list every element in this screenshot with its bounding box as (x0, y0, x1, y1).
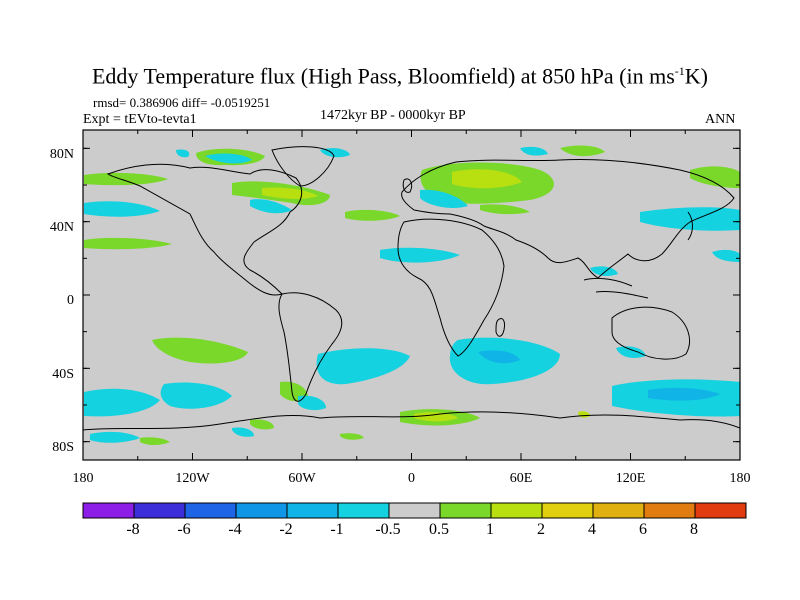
period-label: 1472kyr BP - 0000kyr BP (320, 108, 466, 123)
colorbar-swatch (439, 502, 492, 519)
x-tick-label: 60E (510, 471, 533, 486)
anomaly-region (640, 207, 740, 231)
anomaly-region (316, 348, 410, 385)
anomaly-region (84, 172, 168, 186)
anomaly-region (205, 153, 252, 164)
coastline-madagascar (495, 317, 505, 337)
colorbar-swatch (643, 502, 696, 519)
x-tick-label: 180 (730, 471, 751, 486)
colorbar-swatch (388, 502, 441, 519)
x-tick-label: 180 (73, 471, 94, 486)
colorbar-swatch (490, 502, 543, 519)
anomaly-region (84, 237, 172, 250)
anomaly-region (232, 427, 254, 437)
y-tick-label: 80S (52, 440, 74, 455)
anomaly-region (590, 266, 618, 276)
y-tick-label: 80N (50, 147, 74, 162)
coastline-uk (402, 178, 413, 193)
title-superscript: -1 (674, 64, 685, 78)
colorbar (82, 502, 747, 519)
x-tick-label: 120W (175, 471, 210, 486)
anomaly-region (345, 209, 400, 221)
colorbar-swatch (694, 502, 747, 519)
coastline-antarctica (83, 411, 740, 431)
anomaly-region (712, 249, 740, 262)
season-label: ANN (705, 112, 736, 127)
coastline-south-america (278, 292, 343, 402)
coastline-north-america (106, 163, 303, 296)
anomaly-region (84, 388, 160, 417)
anomaly-region (520, 146, 548, 156)
coastline-greenland (271, 146, 335, 187)
colorbar-label: -0.5 (375, 521, 400, 538)
y-tick-label: 40S (52, 367, 74, 382)
y-tick-label: 40N (50, 220, 74, 235)
x-tick-label: 60W (288, 471, 316, 486)
anomaly-region (340, 433, 364, 440)
colorbar-label: -1 (330, 521, 343, 538)
anomaly-region (90, 431, 140, 443)
anomaly-region (152, 337, 248, 364)
colorbar-label: 4 (588, 521, 596, 538)
stats-text: rmsd= 0.386906 diff= -0.0519251 (93, 95, 271, 110)
coastline-africa (397, 218, 505, 357)
plot-title: Eddy Temperature flux (High Pass, Bloomf… (0, 58, 800, 89)
coastline-eurasia (401, 158, 735, 279)
colorbar-labels: -8 -6 -4 -2 -1 -0.5 0.5 1 2 4 6 8 (126, 521, 698, 538)
x-axis-labels: 180 120W 60W 0 60E 120E 180 (73, 471, 751, 486)
title-end: K) (684, 63, 708, 89)
y-tick-label: 0 (67, 293, 74, 308)
anomaly-fields (84, 145, 740, 445)
anomaly-region (140, 437, 170, 445)
anomaly-region (690, 166, 740, 188)
coastline-indonesia (583, 277, 649, 299)
colorbar-swatch (82, 502, 135, 519)
colorbar-swatch (184, 502, 237, 519)
colorbar-label: 2 (537, 521, 545, 538)
anomaly-region (560, 145, 605, 157)
coastline-australia (611, 306, 690, 360)
anomaly-region (250, 199, 292, 214)
coastlines (83, 146, 740, 431)
colorbar-label: 6 (639, 521, 647, 538)
anomaly-region (160, 382, 232, 409)
colorbar-label: 8 (690, 521, 698, 538)
title-text: Eddy Temperature flux (High Pass, Bloomf… (91, 63, 675, 89)
colorbar-label: 0.5 (429, 521, 449, 538)
anomaly-region (478, 350, 520, 364)
anomaly-region (250, 419, 274, 430)
anomaly-region (298, 395, 326, 411)
colorbar-swatch (235, 502, 288, 519)
colorbar-swatch (286, 502, 339, 519)
colorbar-swatch (592, 502, 645, 519)
anomaly-region (648, 387, 720, 401)
experiment-label: Expt = tEVto-tevta1 (83, 112, 197, 127)
colorbar-swatch (133, 502, 186, 519)
colorbar-swatch (541, 502, 594, 519)
anomaly-region (262, 187, 318, 199)
x-tick-label: 120E (616, 471, 646, 486)
colorbar-label: -8 (126, 521, 139, 538)
colorbar-label: -4 (228, 521, 241, 538)
anomaly-region (616, 346, 646, 358)
anomaly-region (452, 169, 522, 189)
x-tick-label: 0 (408, 471, 415, 486)
axis-ticks (82, 130, 741, 460)
y-axis-labels: 80N 40N 0 40S 80S (50, 147, 74, 455)
coastline-japan (687, 211, 693, 241)
anomaly-region (176, 149, 190, 158)
colorbar-swatch (337, 502, 390, 519)
anomaly-region (480, 204, 530, 215)
anomaly-region (84, 201, 160, 217)
colorbar-label: -6 (177, 521, 190, 538)
colorbar-label: 1 (486, 521, 494, 538)
colorbar-label: -2 (279, 521, 292, 538)
anomaly-region (420, 189, 468, 209)
anomaly-region (414, 412, 458, 422)
